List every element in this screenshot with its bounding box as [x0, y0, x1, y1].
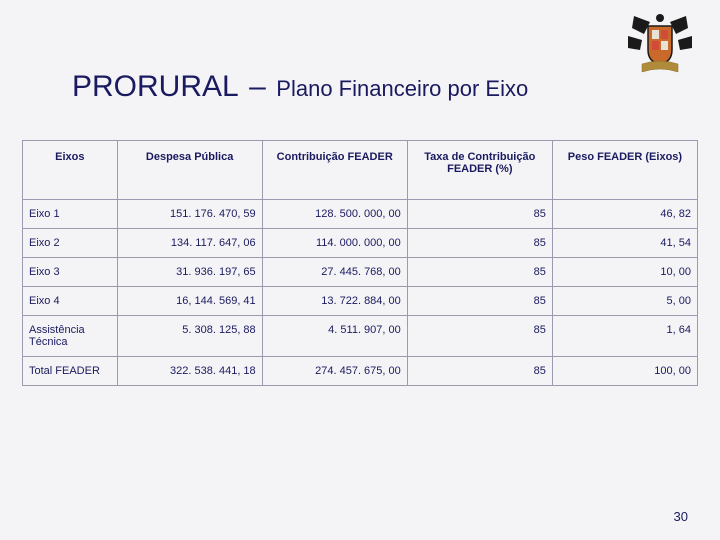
crest-icon [624, 8, 696, 80]
col-contrib: Contribuição FEADER [262, 141, 407, 200]
cell-label: Assistência Técnica [23, 316, 118, 357]
cell-despesa: 151. 176. 470, 59 [117, 200, 262, 229]
title-main: PRORURAL [72, 70, 239, 103]
cell-contrib: 27. 445. 768, 00 [262, 258, 407, 287]
cell-taxa: 85 [407, 200, 552, 229]
page-number: 30 [674, 509, 688, 524]
table-row: Total FEADER 322. 538. 441, 18 274. 457.… [23, 357, 698, 386]
cell-despesa: 16, 144. 569, 41 [117, 287, 262, 316]
financial-table: Eixos Despesa Pública Contribuição FEADE… [22, 140, 698, 386]
title-separator: – [243, 70, 272, 103]
cell-taxa: 85 [407, 357, 552, 386]
cell-peso: 100, 00 [552, 357, 697, 386]
title-sub: Plano Financeiro por Eixo [276, 76, 528, 101]
table-row: Eixo 3 31. 936. 197, 65 27. 445. 768, 00… [23, 258, 698, 287]
page-title: PRORURAL – Plano Financeiro por Eixo [72, 70, 528, 104]
cell-label: Eixo 3 [23, 258, 118, 287]
cell-peso: 10, 00 [552, 258, 697, 287]
cell-contrib: 274. 457. 675, 00 [262, 357, 407, 386]
cell-taxa: 85 [407, 287, 552, 316]
table-row: Assistência Técnica 5. 308. 125, 88 4. 5… [23, 316, 698, 357]
cell-contrib: 114. 000. 000, 00 [262, 229, 407, 258]
cell-contrib: 13. 722. 884, 00 [262, 287, 407, 316]
cell-taxa: 85 [407, 229, 552, 258]
cell-label: Eixo 4 [23, 287, 118, 316]
cell-contrib: 4. 511. 907, 00 [262, 316, 407, 357]
table-header-row: Eixos Despesa Pública Contribuição FEADE… [23, 141, 698, 200]
col-peso: Peso FEADER (Eixos) [552, 141, 697, 200]
col-despesa: Despesa Pública [117, 141, 262, 200]
cell-despesa: 31. 936. 197, 65 [117, 258, 262, 287]
cell-taxa: 85 [407, 258, 552, 287]
cell-label: Total FEADER [23, 357, 118, 386]
cell-despesa: 134. 117. 647, 06 [117, 229, 262, 258]
cell-peso: 5, 00 [552, 287, 697, 316]
table-row: Eixo 4 16, 144. 569, 41 13. 722. 884, 00… [23, 287, 698, 316]
cell-contrib: 128. 500. 000, 00 [262, 200, 407, 229]
col-taxa: Taxa de Contribuição FEADER (%) [407, 141, 552, 200]
table-row: Eixo 2 134. 117. 647, 06 114. 000. 000, … [23, 229, 698, 258]
cell-label: Eixo 1 [23, 200, 118, 229]
cell-peso: 1, 64 [552, 316, 697, 357]
cell-label: Eixo 2 [23, 229, 118, 258]
cell-despesa: 322. 538. 441, 18 [117, 357, 262, 386]
cell-peso: 41, 54 [552, 229, 697, 258]
cell-taxa: 85 [407, 316, 552, 357]
cell-peso: 46, 82 [552, 200, 697, 229]
col-eixos: Eixos [23, 141, 118, 200]
cell-despesa: 5. 308. 125, 88 [117, 316, 262, 357]
table-row: Eixo 1 151. 176. 470, 59 128. 500. 000, … [23, 200, 698, 229]
